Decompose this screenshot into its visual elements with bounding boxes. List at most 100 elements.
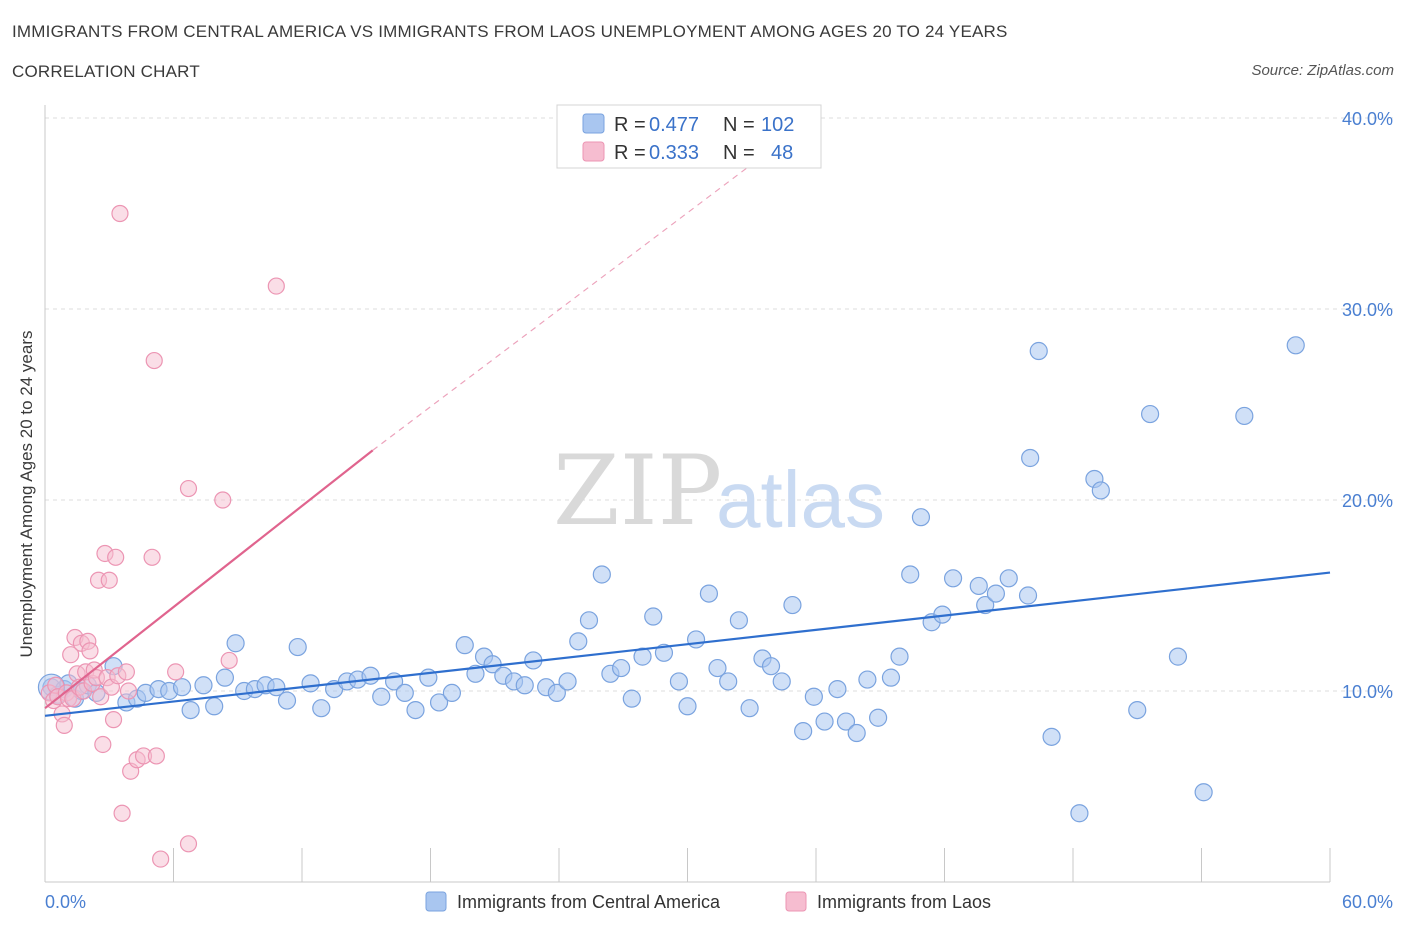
trend-line-laos-extension <box>372 155 763 451</box>
watermark-zip: ZIP <box>553 435 722 547</box>
data-point-laos <box>143 548 161 566</box>
legend-r-value-blue: 0.477 <box>649 114 699 136</box>
legend-n-label-pink: N = <box>723 142 755 164</box>
series-legend: Immigrants from Central America Immigran… <box>425 891 991 912</box>
data-point-central-america <box>442 683 462 703</box>
data-point-central-america <box>1168 647 1188 666</box>
data-point-central-america <box>1140 404 1160 424</box>
series-central-america-points <box>37 336 1305 823</box>
legend-n-value-pink: 48 <box>771 142 793 164</box>
trend-line-central-america <box>44 571 1331 717</box>
data-point-laos <box>119 682 138 700</box>
data-point-central-america <box>1235 406 1254 426</box>
data-point-central-america <box>547 683 566 703</box>
legend-n-label-blue: N = <box>723 114 755 136</box>
bottom-legend-label-central-america: Immigrants from Central America <box>457 892 721 912</box>
data-point-central-america <box>612 658 631 678</box>
data-point-central-america <box>1042 727 1061 746</box>
legend-swatch-blue <box>582 113 605 134</box>
chart-title: IMMIGRANTS FROM CENTRAL AMERICA VS IMMIG… <box>12 22 1008 41</box>
data-point-central-america <box>429 693 449 712</box>
y-tick-label: 30.0% <box>1342 300 1393 320</box>
source-credit: Source: ZipAtlas.com <box>1251 62 1394 79</box>
data-point-central-america <box>911 508 931 527</box>
data-point-central-america <box>881 668 901 687</box>
data-point-central-america <box>901 565 920 584</box>
data-point-central-america <box>836 712 856 731</box>
data-point-central-america <box>1029 341 1048 361</box>
data-point-central-america <box>372 687 391 706</box>
legend-r-label-pink: R = <box>614 142 646 164</box>
legend-r-label-blue: R = <box>614 114 646 136</box>
data-point-central-america <box>729 611 749 630</box>
bottom-legend-swatch-blue <box>425 891 447 912</box>
y-tick-labels: 10.0% 20.0% 30.0% 40.0% <box>1342 109 1393 702</box>
data-point-central-america <box>194 676 213 695</box>
data-point-central-america <box>678 697 697 716</box>
data-point-laos <box>100 571 118 589</box>
x-ticks <box>44 848 1331 882</box>
data-point-laos <box>113 804 131 822</box>
data-point-laos <box>147 747 165 765</box>
data-point-central-america <box>466 664 485 683</box>
data-point-central-america <box>569 632 588 651</box>
data-point-central-america <box>172 678 192 697</box>
data-point-laos <box>220 651 238 670</box>
data-point-central-america <box>969 576 988 596</box>
data-point-central-america <box>558 672 577 691</box>
data-point-laos <box>152 850 170 868</box>
data-point-central-america <box>815 712 834 731</box>
data-point-central-america <box>622 689 641 708</box>
data-point-central-america <box>708 658 727 678</box>
data-point-central-america <box>1194 783 1213 802</box>
trend-line-laos <box>44 449 374 710</box>
data-point-laos <box>117 663 135 681</box>
data-point-central-america <box>669 672 689 691</box>
y-axis-label: Unemployment Among Ages 20 to 24 years <box>17 331 36 658</box>
data-point-central-america <box>579 611 599 630</box>
data-point-central-america <box>686 630 706 649</box>
data-point-laos <box>267 277 285 295</box>
data-point-laos <box>111 204 129 223</box>
data-point-central-america <box>858 670 877 689</box>
data-point-central-america <box>301 674 320 693</box>
data-point-laos <box>94 735 112 754</box>
data-point-central-america <box>361 666 380 685</box>
bottom-legend-swatch-pink <box>785 891 807 912</box>
data-point-central-america <box>181 700 200 720</box>
data-point-central-america <box>847 723 866 743</box>
data-point-central-america <box>1286 336 1305 355</box>
data-point-laos <box>55 716 73 734</box>
data-point-central-america <box>288 637 307 657</box>
data-point-central-america <box>455 636 474 655</box>
data-point-laos <box>179 835 198 853</box>
data-point-central-america <box>654 643 674 662</box>
data-point-central-america <box>794 722 813 741</box>
data-point-central-america <box>761 657 781 676</box>
data-point-central-america <box>976 595 995 615</box>
data-point-central-america <box>312 699 331 718</box>
data-point-central-america <box>406 700 425 720</box>
correlation-legend: R = 0.477 N = 102 R = 0.333 N = 48 <box>556 104 822 169</box>
data-point-laos <box>81 642 99 660</box>
data-point-central-america <box>395 683 414 703</box>
data-point-central-america <box>869 708 888 727</box>
y-tick-label: 20.0% <box>1342 491 1393 511</box>
data-point-central-america <box>783 595 802 615</box>
data-point-central-america <box>719 672 738 691</box>
data-point-central-america <box>644 607 663 626</box>
data-point-central-america <box>999 569 1018 588</box>
legend-swatch-pink <box>582 141 605 162</box>
chart-subtitle: CORRELATION CHART <box>12 62 200 81</box>
data-point-laos <box>107 548 125 566</box>
data-point-central-america <box>740 699 759 718</box>
watermark-atlas: atlas <box>716 455 885 544</box>
data-point-central-america <box>986 584 1006 603</box>
data-point-laos <box>214 491 232 509</box>
legend-n-value-blue: 102 <box>761 114 794 136</box>
data-point-central-america <box>277 691 297 710</box>
data-point-laos <box>92 688 110 706</box>
data-point-central-america <box>804 687 823 706</box>
data-point-central-america <box>515 676 534 695</box>
